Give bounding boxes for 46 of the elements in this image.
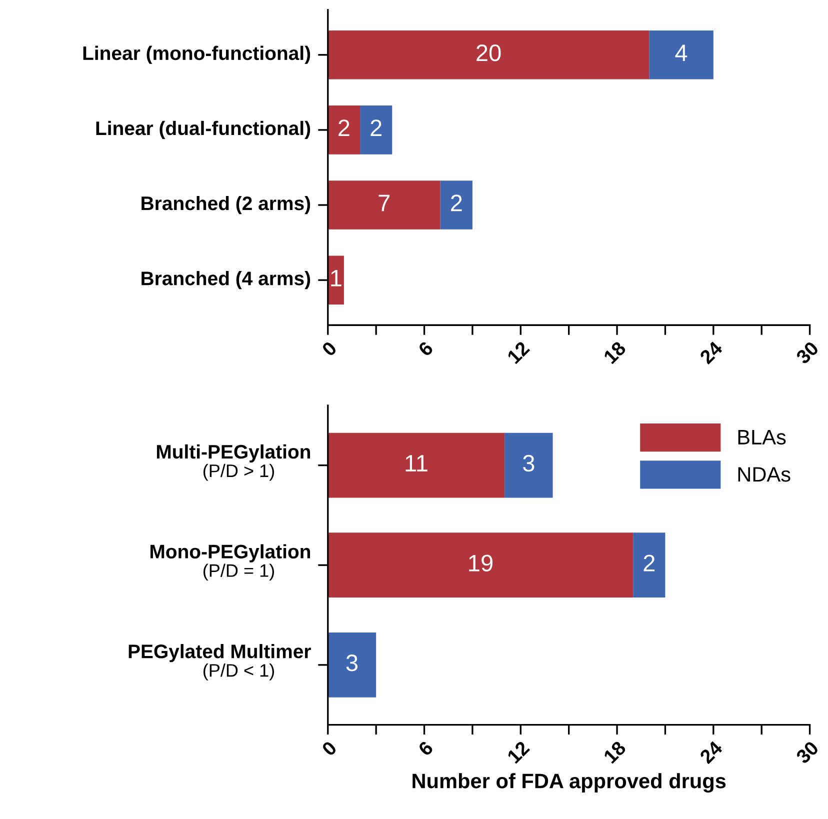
bar <box>328 30 650 80</box>
bar <box>328 432 505 498</box>
x-tick-label: 24 <box>698 740 724 764</box>
y-tick-label: PEGylated Multimer (P/D < 1) <box>128 644 311 680</box>
x-tick-label: 30 <box>795 340 820 365</box>
bar <box>328 106 360 154</box>
data-label: 11 <box>406 455 428 472</box>
bar <box>440 180 472 230</box>
data-label: 1 <box>331 270 342 286</box>
bar <box>504 432 553 498</box>
y-tick-label: Branched (4 arms) <box>142 271 310 290</box>
bar <box>328 532 634 598</box>
data-label: 20 <box>476 44 501 62</box>
x-tick-label: 6 <box>417 740 434 757</box>
y-tick-label: Mono-PEGylation (P/D = 1) <box>150 544 310 581</box>
bar <box>633 532 666 598</box>
bar <box>649 30 714 80</box>
bar <box>360 106 392 154</box>
y-tick-label: Linear (mono-functional) <box>83 46 310 64</box>
y-tick-label: Branched (2 arms) <box>142 196 310 214</box>
bar <box>328 256 344 304</box>
x-tick-label: 12 <box>506 740 530 764</box>
legend-label: BLAs <box>738 430 786 445</box>
bar <box>328 632 376 698</box>
data-label: 2 <box>451 194 462 212</box>
bar <box>328 180 440 230</box>
legend-label: NDAs <box>738 467 790 482</box>
x-tick-label: 30 <box>795 740 820 764</box>
y-tick-label: Multi-PEGylation (P/D > 1) <box>156 444 310 481</box>
data-label: 4 <box>675 44 688 61</box>
x-tick-label: 0 <box>321 340 338 357</box>
data-label: 2 <box>644 554 655 572</box>
x-tick-label: 18 <box>602 340 627 364</box>
x-axis-title: Number of FDA approved drugs <box>412 773 726 793</box>
x-tick-label: 18 <box>602 740 627 764</box>
data-label: 3 <box>346 654 358 672</box>
x-tick-label: 0 <box>321 740 338 757</box>
y-tick-label: Linear (dual-functional) <box>96 120 310 140</box>
x-tick-label: 6 <box>417 340 434 357</box>
data-label: 2 <box>370 120 382 136</box>
x-tick-label: 12 <box>506 340 530 364</box>
x-tick-label: 24 <box>698 340 724 365</box>
data-label: 19 <box>469 554 492 572</box>
data-label: 3 <box>523 454 534 472</box>
data-label: 7 <box>378 194 390 212</box>
data-label: 2 <box>338 120 350 136</box>
